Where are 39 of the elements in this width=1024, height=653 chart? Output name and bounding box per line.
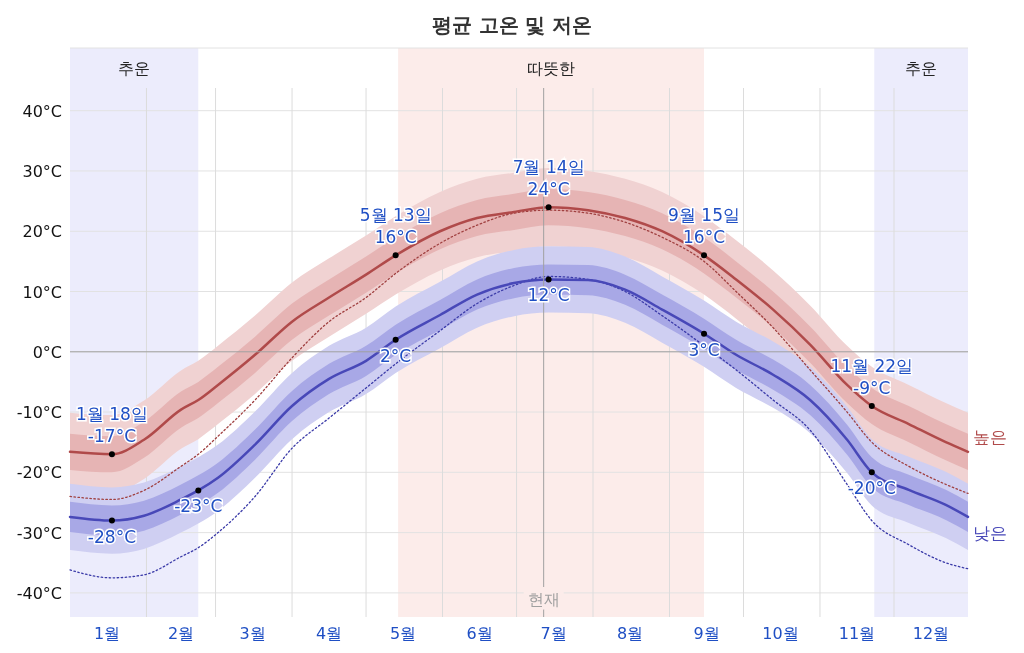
annotation: 5월 13일 16°C [359, 205, 432, 248]
x-tick-label: 2월 [167, 624, 195, 643]
x-tick-label: 7월 [540, 624, 567, 643]
x-tick-label: 3월 [239, 624, 266, 643]
x-tick-label: 11월 [838, 624, 876, 643]
y-tick-label: 0°C [32, 342, 62, 362]
x-tick-label: 4월 [315, 624, 343, 643]
ref-line-label: 현재 [527, 590, 560, 609]
y-tick-label: -40°C [16, 583, 62, 603]
x-tick-label: 12월 [912, 624, 950, 643]
annotation: 11월 22일 -9°C [830, 356, 914, 399]
band-label: 추운 [905, 59, 938, 78]
y-tick-label: 40°C [22, 101, 62, 121]
x-tick-label: 6월 [466, 624, 493, 643]
y-tick-label: -30°C [16, 523, 62, 543]
series-label: 낮은 [973, 522, 1007, 543]
x-tick-label: 5월 [389, 624, 417, 643]
x-tick-label: 1월 [93, 624, 121, 643]
annotation: 1월 18일 -17°C [76, 404, 148, 447]
annotation: 7월 14일 24°C [512, 157, 585, 200]
annotation: 12°C [527, 285, 570, 306]
y-tick-label: 10°C [22, 282, 62, 302]
y-tick-label: 20°C [22, 222, 62, 242]
annotation: -20°C [847, 478, 896, 499]
y-tick-label: -20°C [16, 463, 62, 483]
x-tick-label: 9월 [693, 624, 720, 643]
y-tick-label: -10°C [16, 403, 62, 423]
series-label: 높은 [973, 427, 1007, 448]
chart-title: 평균 고온 및 저온 [431, 13, 593, 37]
band-label: 따뜻한 [527, 59, 576, 78]
annotation: -23°C [174, 496, 223, 517]
y-tick-label: 30°C [22, 161, 62, 181]
x-tick-label: 10월 [762, 624, 799, 643]
annotation: -28°C [87, 526, 137, 547]
annotation: 2°C [380, 345, 412, 366]
x-tick-label: 8월 [616, 624, 644, 643]
annotation: 9월 15일 16°C [668, 205, 740, 248]
annotation: 3°C [688, 339, 720, 360]
band-label: 추운 [118, 59, 151, 78]
